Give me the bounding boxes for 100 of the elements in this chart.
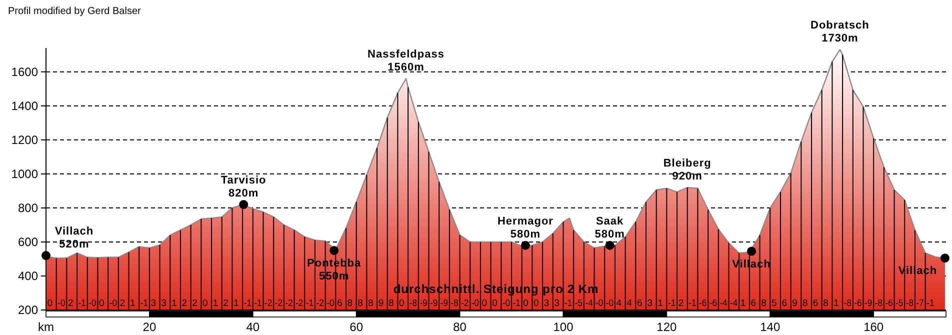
annotation: -0	[109, 298, 118, 309]
annotation: 2	[120, 298, 126, 309]
x-tick-label: 60	[350, 320, 364, 334]
point	[239, 200, 248, 210]
annotation: -4	[720, 298, 728, 309]
annotation: -0	[596, 298, 604, 309]
annotation: -1	[306, 298, 314, 309]
annotation: -8	[906, 298, 914, 309]
annotation: -0	[606, 298, 614, 309]
annotation: -2	[316, 298, 325, 309]
annotation: 2	[182, 298, 188, 309]
annotation: 6	[782, 298, 788, 309]
annotation: -1	[244, 298, 252, 309]
x-tick-label: 120	[656, 320, 678, 334]
x-tick-label: 160	[864, 320, 884, 334]
annotation: -5	[574, 298, 584, 309]
annotation: -1	[140, 298, 149, 309]
annotation: 4	[626, 298, 632, 309]
annotation: -0	[471, 298, 480, 309]
point	[940, 254, 950, 263]
annotation: -8	[844, 298, 852, 309]
annotation: 0	[523, 298, 528, 309]
annotation: -1	[564, 298, 573, 309]
annotation: 6	[336, 298, 342, 309]
annotation: -6	[699, 298, 708, 309]
x-tick-label: km	[38, 320, 54, 334]
annotation: -7	[916, 298, 925, 309]
annotation: -9	[440, 298, 449, 309]
annotation: Hermagor 580m	[498, 215, 554, 240]
point	[520, 240, 530, 250]
y-tick-label: 1600	[11, 65, 38, 80]
y-tick-label: 1000	[11, 167, 38, 182]
annotation: -0	[88, 298, 98, 309]
annotation: 6	[812, 298, 818, 309]
annotation: -2	[461, 298, 470, 309]
annotation: -2	[274, 298, 284, 309]
annotation: 8	[761, 298, 766, 309]
y-tick-label: 200	[18, 303, 38, 318]
annotation: 0	[482, 298, 488, 309]
point	[330, 246, 339, 255]
x-tick-label: 100	[553, 320, 574, 334]
annotation: 2	[192, 298, 198, 309]
annotation: -2	[296, 298, 304, 309]
annotation: 1	[171, 298, 177, 309]
annotation: Tarvisio 820m	[220, 174, 266, 200]
annotation: 0	[47, 298, 53, 309]
annotation: 3	[554, 298, 560, 309]
annotation: 1	[234, 298, 239, 309]
annotation: -2	[285, 298, 294, 309]
annotation: -6	[885, 298, 894, 309]
annotation: 2	[68, 298, 74, 309]
annotation: -9	[430, 298, 439, 309]
annotation: -8	[409, 298, 418, 309]
annotation: 9	[378, 298, 384, 309]
annotation: -8	[450, 298, 460, 309]
annotation: 8	[823, 298, 828, 309]
annotation: -6	[709, 298, 718, 309]
annotation: 3	[150, 298, 156, 309]
annotation: 0	[99, 298, 104, 309]
annotation: 0	[202, 298, 208, 309]
annotation: -1	[78, 298, 87, 309]
annotation: 0	[399, 298, 404, 309]
annotation: -1	[512, 298, 522, 309]
annotation: -9	[864, 298, 873, 309]
annotation: -1	[668, 298, 676, 309]
y-tick-label: 1400	[11, 99, 38, 114]
annotation: Dobratsch 1730m	[810, 20, 870, 45]
point	[605, 240, 614, 250]
annotation: -0	[502, 298, 511, 309]
annotation: 3	[647, 298, 653, 309]
annotation: Saak 580m	[594, 215, 625, 240]
annotation: -8	[874, 298, 884, 309]
y-tick-label: 1200	[11, 133, 38, 148]
annotation: -9	[420, 298, 428, 309]
annotation: 8	[347, 298, 353, 309]
annotation: 1	[740, 298, 746, 309]
point	[747, 246, 756, 256]
annotation: -0	[326, 298, 336, 309]
annotation: 8	[358, 298, 363, 309]
x-tick-label: 40	[246, 320, 260, 334]
annotation: 1	[130, 298, 136, 309]
annotation: 3	[544, 298, 550, 309]
annotation: 2	[223, 298, 228, 309]
annotation: -1	[926, 298, 936, 309]
annotation: 8	[802, 298, 808, 309]
annotation: 6	[750, 298, 756, 309]
annotation: -4	[730, 298, 739, 309]
annotation: -1	[254, 298, 263, 309]
annotation: -5	[896, 298, 904, 309]
annotation: -0	[58, 298, 66, 309]
y-tick-label: 600	[18, 235, 38, 250]
annotation: 9	[792, 298, 798, 309]
x-tick-label: 20	[142, 320, 156, 334]
annotation: -1	[688, 298, 698, 309]
annotation: -2	[264, 298, 273, 309]
annotation: 1	[658, 298, 663, 309]
annotation: 6	[636, 298, 642, 309]
annotation: 2	[678, 298, 684, 309]
annotation: -6	[854, 298, 863, 309]
annotation: 1	[212, 298, 218, 309]
